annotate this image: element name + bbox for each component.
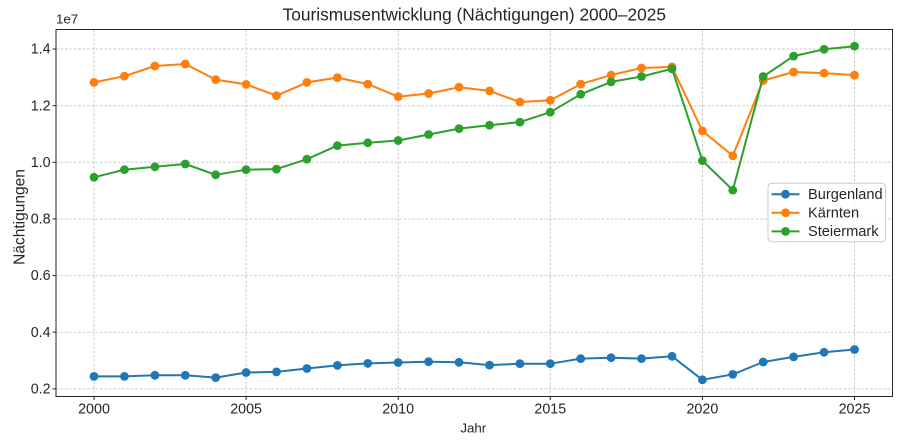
svg-text:2015: 2015 (534, 402, 566, 418)
svg-text:Steiermark: Steiermark (808, 224, 879, 240)
svg-text:1.2: 1.2 (31, 98, 51, 114)
svg-text:1e7: 1e7 (56, 12, 78, 27)
svg-text:0.8: 0.8 (31, 212, 51, 228)
svg-text:Kärnten: Kärnten (808, 206, 859, 222)
svg-text:1.4: 1.4 (31, 42, 51, 58)
svg-text:2010: 2010 (382, 402, 414, 418)
svg-text:Burgenland: Burgenland (808, 187, 883, 203)
svg-text:1.0: 1.0 (31, 155, 51, 171)
svg-text:2020: 2020 (686, 402, 718, 418)
svg-text:2025: 2025 (839, 402, 871, 418)
svg-text:2000: 2000 (78, 402, 110, 418)
svg-text:0.4: 0.4 (31, 325, 51, 341)
svg-text:Tourismusentwicklung (Nächtigu: Tourismusentwicklung (Nächtigungen) 2000… (283, 5, 666, 25)
svg-text:Nächtigungen: Nächtigungen (12, 169, 29, 265)
svg-text:Jahr: Jahr (460, 421, 486, 436)
svg-text:0.6: 0.6 (31, 268, 51, 284)
svg-text:0.2: 0.2 (31, 382, 51, 398)
svg-text:2005: 2005 (230, 402, 262, 418)
